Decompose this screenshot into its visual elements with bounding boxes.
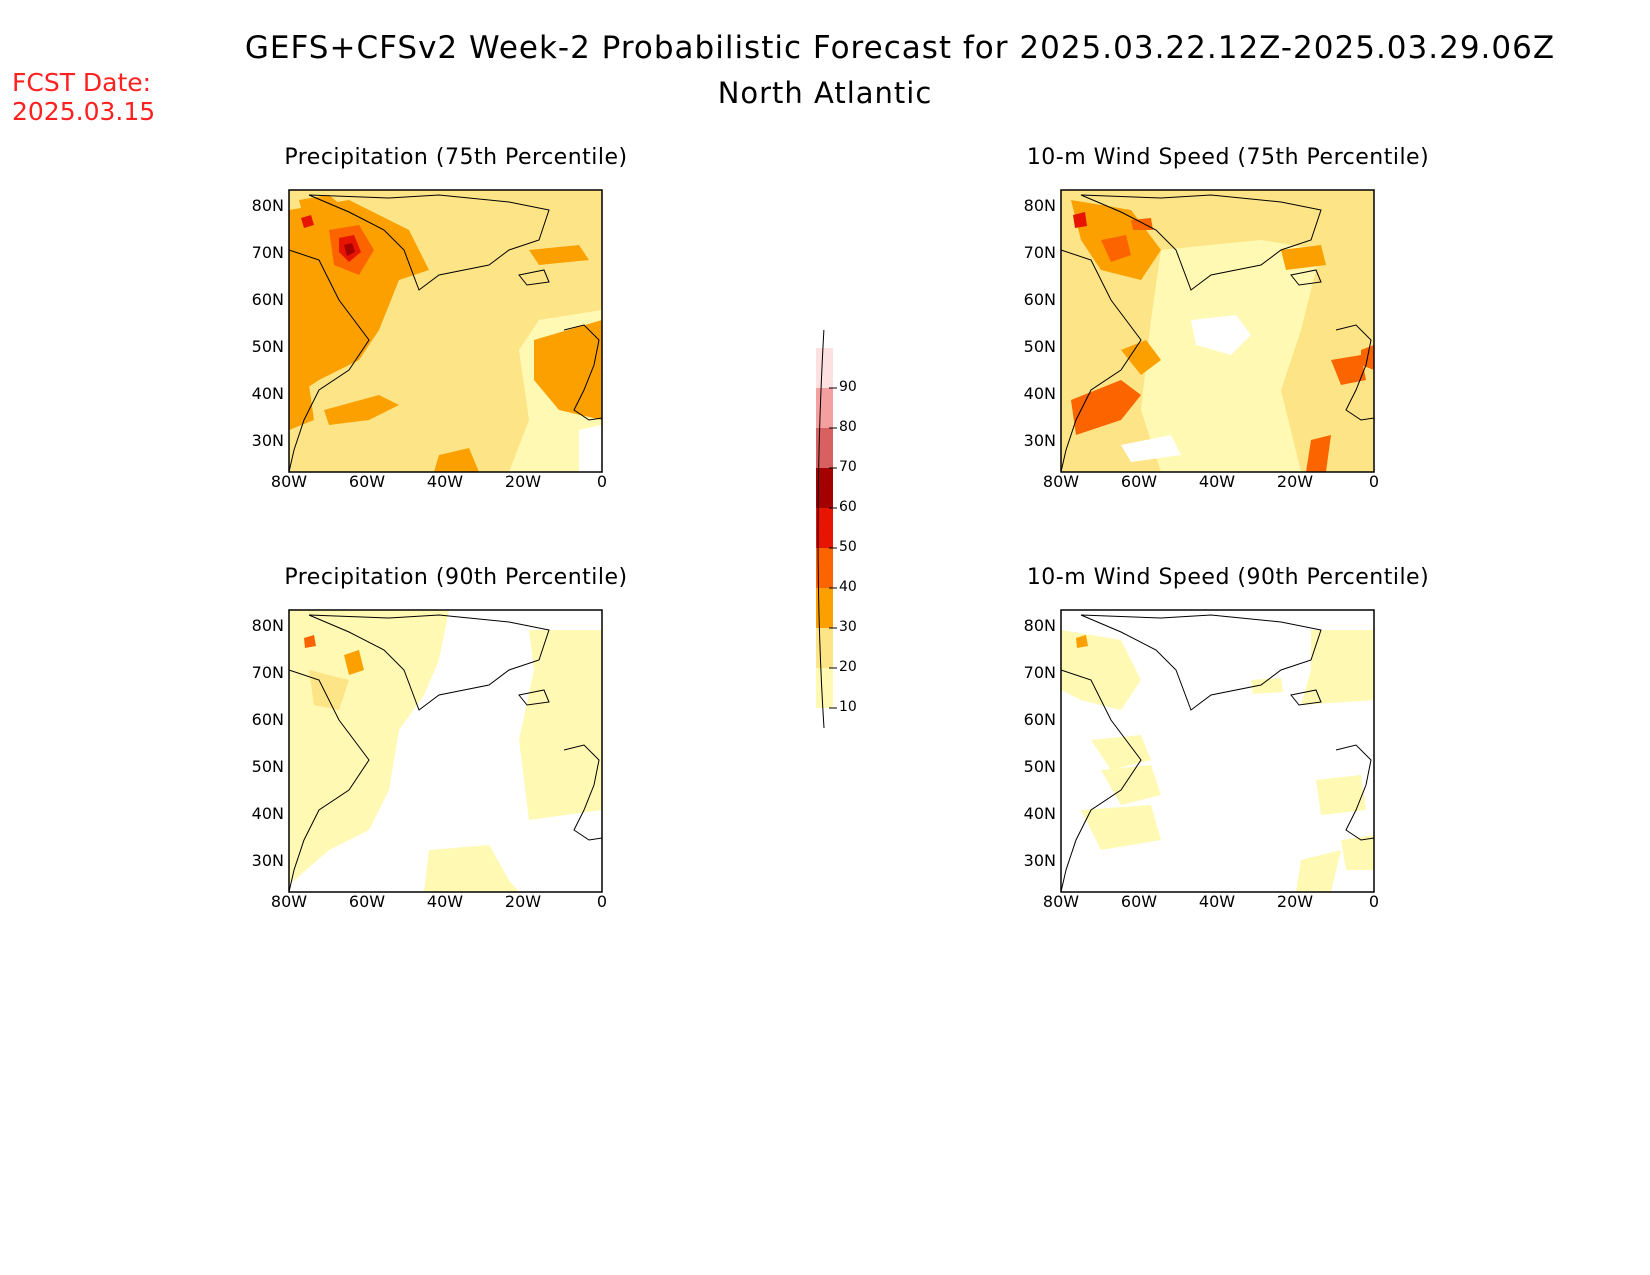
lon-tick: 40W bbox=[1198, 892, 1236, 911]
lat-tick: 50N bbox=[1023, 757, 1056, 776]
panel-title: Precipitation (90th Percentile) bbox=[284, 565, 628, 590]
colorbar-swatches bbox=[816, 327, 837, 729]
lat-tick: 30N bbox=[1023, 851, 1056, 870]
map-precip-75 bbox=[288, 189, 603, 473]
panel-title: 10-m Wind Speed (75th Percentile) bbox=[1026, 145, 1430, 170]
lon-tick: 40W bbox=[1198, 472, 1236, 491]
lat-tick: 70N bbox=[1023, 663, 1056, 682]
colorbar-swatch bbox=[816, 428, 833, 468]
map-wind-75 bbox=[1060, 189, 1375, 473]
sub-title: North Atlantic bbox=[717, 76, 933, 110]
lon-tick: 0 bbox=[596, 892, 608, 911]
lon-tick: 60W bbox=[1120, 892, 1158, 911]
lat-tick: 70N bbox=[251, 243, 284, 262]
lon-tick: 20W bbox=[1276, 472, 1314, 491]
lon-tick: 0 bbox=[596, 472, 608, 491]
lat-tick: 50N bbox=[251, 337, 284, 356]
lat-tick: 80N bbox=[1023, 616, 1056, 635]
lon-tick: 80W bbox=[1042, 892, 1080, 911]
lat-tick: 80N bbox=[251, 196, 284, 215]
panel-wind-75: 10-m Wind Speed (75th Percentile) 80N 70… bbox=[1018, 145, 1438, 545]
colorbar-swatch bbox=[816, 508, 833, 548]
lon-tick: 60W bbox=[348, 472, 386, 491]
lat-tick: 80N bbox=[1023, 196, 1056, 215]
lon-tick: 80W bbox=[270, 892, 308, 911]
lat-tick: 40N bbox=[251, 804, 284, 823]
colorbar-label: 40 bbox=[839, 579, 857, 595]
colorbar-label: 60 bbox=[839, 499, 857, 515]
colorbar-swatch bbox=[816, 668, 833, 708]
colorbar-label: 90 bbox=[839, 379, 857, 395]
lat-tick: 30N bbox=[251, 431, 284, 450]
colorbar-swatch bbox=[816, 628, 833, 668]
lon-tick: 60W bbox=[1120, 472, 1158, 491]
lat-tick: 70N bbox=[251, 663, 284, 682]
lon-tick: 0 bbox=[1368, 892, 1380, 911]
lat-tick: 80N bbox=[251, 616, 284, 635]
colorbar-label: 20 bbox=[839, 659, 857, 675]
lat-tick: 60N bbox=[1023, 290, 1056, 309]
panel-precip-90: Precipitation (90th Percentile) 80N 70N … bbox=[246, 565, 666, 965]
lat-tick: 40N bbox=[1023, 384, 1056, 403]
colorbar-label: 80 bbox=[839, 419, 857, 435]
map-precip-90 bbox=[288, 609, 603, 893]
map-wind-90 bbox=[1060, 609, 1375, 893]
lat-tick: 40N bbox=[251, 384, 284, 403]
lat-tick: 30N bbox=[251, 851, 284, 870]
colorbar-label: 50 bbox=[839, 539, 857, 555]
panel-precip-75: Precipitation (75th Percentile) 80N 70N … bbox=[246, 145, 666, 545]
lon-tick: 20W bbox=[1276, 892, 1314, 911]
lon-tick: 20W bbox=[504, 472, 542, 491]
panel-title: Precipitation (75th Percentile) bbox=[284, 145, 628, 170]
lon-tick: 40W bbox=[426, 892, 464, 911]
lon-tick: 80W bbox=[1042, 472, 1080, 491]
panel-wind-90: 10-m Wind Speed (90th Percentile) 80N 70… bbox=[1018, 565, 1438, 965]
lon-tick: 0 bbox=[1368, 472, 1380, 491]
lat-tick: 60N bbox=[1023, 710, 1056, 729]
colorbar-swatch bbox=[816, 348, 833, 388]
lon-tick: 60W bbox=[348, 892, 386, 911]
colorbar-label: 10 bbox=[839, 699, 857, 715]
lon-tick: 40W bbox=[426, 472, 464, 491]
colorbar-outline bbox=[817, 327, 825, 729]
panel-title: 10-m Wind Speed (90th Percentile) bbox=[1026, 565, 1430, 590]
colorbar: 10 20 30 40 50 60 70 80 90 bbox=[800, 327, 880, 750]
lat-tick: 40N bbox=[1023, 804, 1056, 823]
main-title: GEFS+CFSv2 Week-2 Probabilistic Forecast… bbox=[244, 30, 1556, 66]
lon-tick: 20W bbox=[504, 892, 542, 911]
forecast-date: FCST Date: 2025.03.15 bbox=[12, 68, 156, 126]
lat-tick: 50N bbox=[251, 757, 284, 776]
colorbar-swatch bbox=[816, 388, 833, 428]
colorbar-swatch bbox=[816, 468, 833, 508]
colorbar-swatch bbox=[816, 548, 833, 588]
colorbar-label: 70 bbox=[839, 459, 857, 475]
lat-tick: 50N bbox=[1023, 337, 1056, 356]
lat-tick: 70N bbox=[1023, 243, 1056, 262]
lon-tick: 80W bbox=[270, 472, 308, 491]
colorbar-label: 30 bbox=[839, 619, 857, 635]
colorbar-swatch bbox=[816, 588, 833, 628]
lat-tick: 60N bbox=[251, 710, 284, 729]
lat-tick: 30N bbox=[1023, 431, 1056, 450]
lat-tick: 60N bbox=[251, 290, 284, 309]
